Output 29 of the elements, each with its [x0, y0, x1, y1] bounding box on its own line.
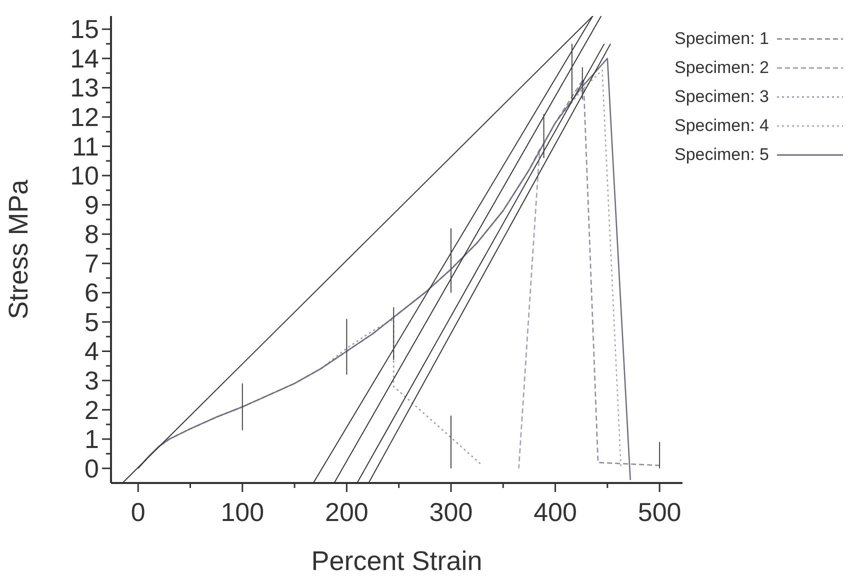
- y-tick-label: 1: [84, 424, 99, 454]
- legend-label: Specimen: 2: [674, 58, 769, 78]
- x-tick-label: 200: [324, 497, 368, 527]
- y-tick-label: 4: [84, 336, 99, 366]
- x-tick-label: 500: [638, 497, 682, 527]
- y-axis-title: Stress MPa: [4, 178, 34, 320]
- y-tick-label: 8: [84, 219, 99, 250]
- y-tick-label: 13: [70, 72, 99, 103]
- y-tick-label: 6: [84, 278, 99, 308]
- x-axis-title: Percent Strain: [311, 546, 482, 576]
- x-tick-label: 400: [534, 497, 577, 527]
- y-tick-label: 11: [72, 131, 99, 162]
- legend-label: Specimen: 4: [674, 116, 769, 136]
- x-tick-label: 0: [130, 497, 146, 527]
- y-tick-label: 14: [70, 43, 99, 74]
- y-tick-label: 5: [84, 306, 99, 337]
- y-tick-label: 0: [84, 453, 99, 484]
- y-tick-label: 7: [84, 248, 99, 278]
- x-tick-label: 300: [429, 497, 473, 527]
- x-tick-label: 100: [220, 497, 264, 527]
- legend-label: Specimen: 1: [674, 28, 769, 48]
- y-tick-label: 2: [84, 394, 99, 425]
- legend-label: Specimen: 5: [674, 144, 769, 164]
- y-tick-label: 9: [84, 190, 99, 220]
- y-tick-label: 15: [70, 14, 99, 44]
- legend-label: Specimen: 3: [674, 86, 769, 106]
- y-tick-label: 10: [70, 160, 99, 191]
- y-tick-label: 12: [70, 102, 99, 132]
- y-tick-label: 3: [84, 366, 99, 396]
